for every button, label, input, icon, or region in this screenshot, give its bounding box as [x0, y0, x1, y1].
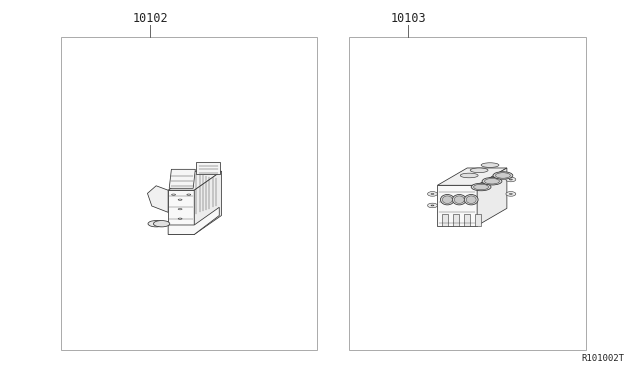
Bar [61, 37, 317, 350]
Polygon shape [442, 214, 449, 226]
Polygon shape [168, 190, 195, 234]
Bar [349, 37, 586, 350]
Ellipse shape [154, 221, 170, 227]
Ellipse shape [470, 168, 488, 173]
Ellipse shape [481, 163, 499, 167]
Polygon shape [438, 185, 477, 226]
Ellipse shape [440, 195, 454, 205]
Polygon shape [168, 171, 221, 190]
Polygon shape [453, 214, 460, 226]
Ellipse shape [474, 184, 488, 190]
Polygon shape [475, 214, 481, 226]
Ellipse shape [428, 203, 438, 208]
Polygon shape [147, 186, 168, 212]
Ellipse shape [506, 192, 516, 196]
Polygon shape [464, 214, 470, 226]
Ellipse shape [482, 177, 502, 185]
Ellipse shape [442, 196, 452, 203]
Ellipse shape [454, 196, 464, 203]
Polygon shape [168, 207, 220, 234]
Ellipse shape [460, 173, 478, 178]
Ellipse shape [464, 195, 478, 205]
Polygon shape [196, 162, 220, 174]
Ellipse shape [428, 192, 438, 196]
Ellipse shape [466, 196, 476, 203]
Polygon shape [169, 169, 195, 188]
Polygon shape [195, 171, 221, 234]
Ellipse shape [493, 172, 513, 179]
Polygon shape [477, 168, 507, 226]
Ellipse shape [148, 221, 164, 227]
Text: 10102: 10102 [132, 12, 168, 25]
Ellipse shape [506, 177, 516, 182]
Text: 10103: 10103 [390, 12, 426, 25]
Ellipse shape [495, 173, 510, 178]
Ellipse shape [484, 179, 499, 184]
Ellipse shape [471, 183, 491, 191]
Polygon shape [438, 168, 507, 185]
Ellipse shape [452, 195, 466, 205]
Text: R101002T: R101002T [581, 354, 624, 363]
